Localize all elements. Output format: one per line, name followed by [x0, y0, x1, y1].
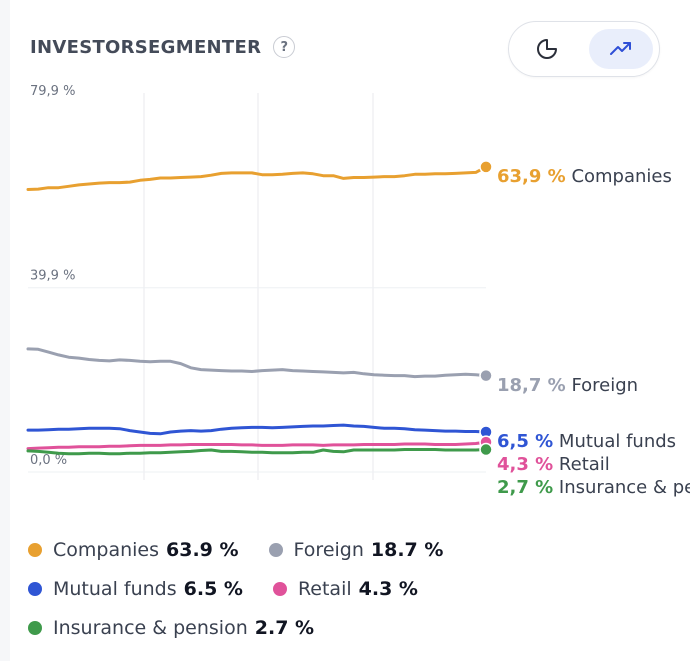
legend-dot [272, 581, 287, 596]
series-line-foreign[interactable] [26, 347, 488, 379]
end-label-value: 63,9 % [497, 166, 566, 187]
legend-label: Insurance & pension [53, 616, 248, 639]
end-label-value: 2,7 % [497, 477, 553, 498]
legend-value: 4.3 % [358, 577, 418, 600]
legend-item-retail[interactable]: Retail 4.3 % [272, 577, 418, 600]
end-label-mutual-funds: 6,5 % Mutual funds [497, 431, 676, 452]
y-tick-label: 79,9 % [30, 85, 75, 99]
end-label-name: Companies [566, 166, 672, 187]
end-label-name: Retail [553, 454, 610, 475]
legend-item-companies[interactable]: Companies 63.9 % [28, 539, 239, 561]
end-label-companies: 63,9 % Companies [497, 166, 672, 187]
trend-view-button[interactable] [589, 29, 653, 69]
series-line-insurance-pension[interactable] [26, 448, 488, 456]
legend-value: 6.5 % [183, 577, 243, 600]
series-end-dot[interactable] [479, 160, 493, 174]
legend-dot [268, 542, 283, 557]
y-tick-label: 0,0 % [30, 453, 67, 468]
pie-view-button[interactable] [515, 29, 579, 69]
legend-label: Mutual funds [53, 577, 177, 600]
legend-label: Retail [297, 577, 352, 600]
legend-dot [28, 542, 42, 557]
legend-dot [28, 581, 42, 596]
legend-dot [28, 620, 42, 635]
legend-item-mutual-funds[interactable]: Mutual funds 6.5 % [28, 578, 243, 600]
y-tick-label: 39,9 % [30, 269, 75, 284]
trend-line-icon [610, 42, 631, 55]
end-label-value: 18,7 % [497, 375, 566, 396]
chart-legend: Companies 63.9 % Foreign 18.7 % Mutual f… [28, 530, 473, 647]
legend-item-insurance-pension[interactable]: Insurance & pension 2.7 % [28, 617, 314, 639]
legend-value: 18.7 % [370, 538, 444, 561]
section-header: INVESTORSEGMENTER ? [30, 36, 296, 58]
legend-value: 63.9 % [166, 538, 239, 561]
end-label-insurance: 2,7 % Insurance & pe [497, 477, 690, 498]
end-label-name: Mutual funds [553, 431, 676, 452]
legend-item-foreign[interactable]: Foreign 18.7 % [268, 538, 444, 561]
series-line-retail[interactable] [26, 440, 488, 451]
chart-view-toggle [508, 21, 660, 77]
series-line-mutual-funds[interactable] [26, 423, 488, 436]
page-edge [0, 0, 10, 661]
series-end-dot[interactable] [479, 442, 493, 457]
end-label-name: Foreign [566, 375, 638, 396]
end-label-name: Insurance & pe [553, 477, 690, 498]
pie-chart-icon [537, 39, 557, 59]
series-line-companies[interactable] [26, 165, 488, 191]
end-label-value: 4,3 % [497, 454, 553, 475]
end-label-retail: 4,3 % Retail [497, 454, 610, 475]
end-label-foreign: 18,7 % Foreign [497, 375, 638, 396]
help-icon[interactable]: ? [273, 36, 296, 58]
series-end-dot[interactable] [479, 368, 493, 383]
section-title: INVESTORSEGMENTER [30, 36, 262, 58]
legend-label: Foreign [293, 538, 364, 561]
end-label-value: 6,5 % [497, 431, 553, 452]
legend-value: 2.7 % [254, 616, 315, 639]
legend-label: Companies [53, 538, 160, 561]
investor-segments-line-chart: 79,9 % 39,9 % 0,0 % 63,9 % Companies 18,7 %… [26, 85, 690, 498]
